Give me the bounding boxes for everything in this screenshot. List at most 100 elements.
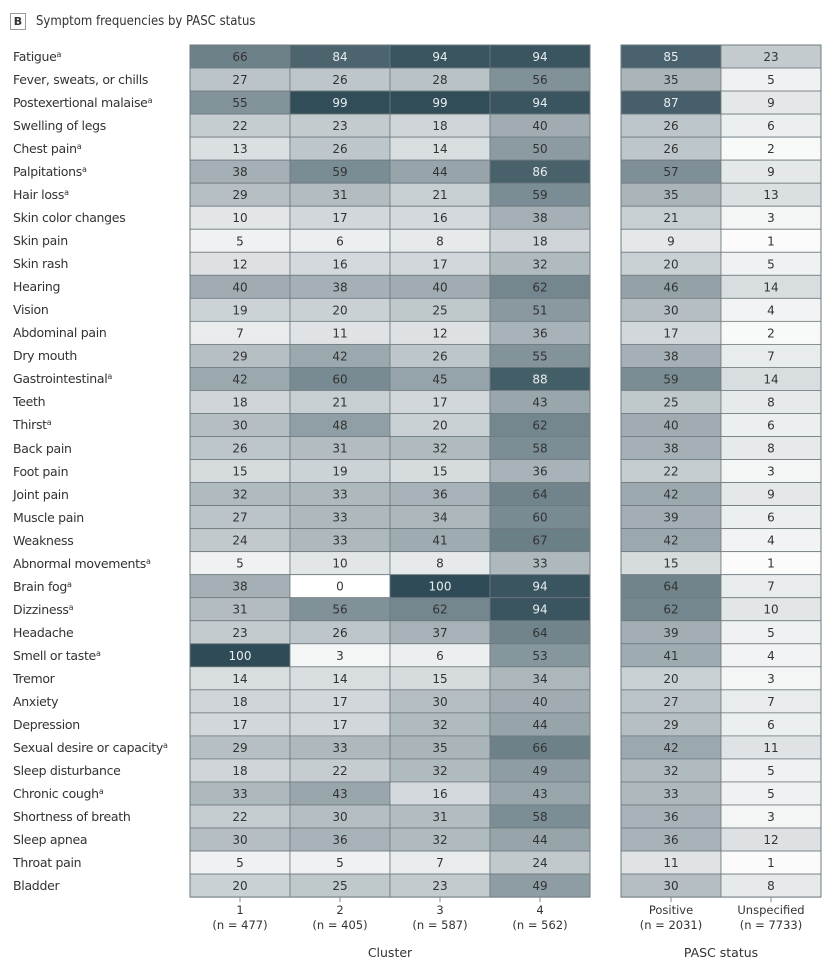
cell-value: 5 bbox=[336, 856, 344, 870]
footnote-marker: a bbox=[56, 50, 62, 59]
cell-value: 67 bbox=[532, 534, 547, 548]
cell-value: 29 bbox=[232, 741, 247, 755]
cell-value: 17 bbox=[232, 718, 247, 732]
cell-value: 5 bbox=[767, 787, 775, 801]
cell-value: 56 bbox=[532, 73, 547, 87]
cell-value: 100 bbox=[429, 580, 452, 594]
cell-value: 5 bbox=[767, 257, 775, 271]
cell-value: 6 bbox=[767, 119, 775, 133]
cell-value: 35 bbox=[432, 741, 447, 755]
x-axis-title: Cluster bbox=[368, 945, 413, 960]
cell-value: 8 bbox=[767, 442, 775, 456]
footnote-marker: a bbox=[107, 372, 113, 382]
cell-value: 94 bbox=[532, 96, 547, 110]
cell-value: 33 bbox=[232, 787, 247, 801]
cell-value: 33 bbox=[332, 741, 347, 755]
cell-value: 27 bbox=[663, 695, 678, 709]
cell-value: 44 bbox=[532, 833, 547, 847]
cell-value: 42 bbox=[663, 741, 678, 755]
footnote-marker: a bbox=[46, 418, 52, 428]
cell-value: 17 bbox=[332, 695, 347, 709]
row-label: Skin pain bbox=[13, 233, 68, 249]
cell-value: 36 bbox=[532, 465, 547, 479]
x-tick-n: (n = 405) bbox=[312, 918, 367, 932]
cell-value: 62 bbox=[532, 280, 547, 294]
cell-value: 43 bbox=[332, 787, 347, 801]
footnote-marker: a bbox=[95, 648, 101, 658]
cell-value: 5 bbox=[236, 856, 244, 870]
cell-value: 44 bbox=[532, 718, 547, 732]
cell-value: 29 bbox=[232, 188, 247, 202]
cell-value: 14 bbox=[332, 672, 347, 686]
chart-title: Symptom frequencies by PASC status bbox=[36, 13, 256, 29]
row-label: Sleep disturbance bbox=[13, 762, 121, 778]
cell-value: 26 bbox=[663, 119, 678, 133]
cell-value: 34 bbox=[432, 511, 447, 525]
row-label: Chest paina bbox=[13, 141, 82, 157]
cell-value: 38 bbox=[663, 349, 678, 363]
cell-value: 94 bbox=[432, 50, 447, 64]
cell-value: 62 bbox=[532, 418, 547, 432]
cell-value: 26 bbox=[332, 73, 347, 87]
cell-value: 32 bbox=[663, 764, 678, 778]
cell-value: 32 bbox=[432, 718, 447, 732]
cell-value: 31 bbox=[232, 603, 247, 617]
cell-value: 31 bbox=[332, 442, 347, 456]
cell-value: 43 bbox=[532, 787, 547, 801]
cell-value: 4 bbox=[767, 534, 775, 548]
cell-value: 35 bbox=[663, 73, 678, 87]
cell-value: 17 bbox=[332, 211, 347, 225]
cell-value: 62 bbox=[432, 603, 447, 617]
cell-value: 32 bbox=[232, 488, 247, 502]
cell-value: 36 bbox=[663, 810, 678, 824]
cell-value: 11 bbox=[663, 856, 678, 870]
cell-value: 21 bbox=[332, 395, 347, 409]
cell-value: 16 bbox=[332, 257, 347, 271]
row-label: Thirsta bbox=[13, 417, 52, 433]
cell-value: 18 bbox=[532, 234, 547, 248]
cell-value: 27 bbox=[232, 73, 247, 87]
row-label: Chronic cougha bbox=[13, 785, 104, 801]
cell-value: 64 bbox=[532, 626, 547, 640]
cell-value: 42 bbox=[332, 349, 347, 363]
cell-value: 51 bbox=[532, 303, 547, 317]
cell-value: 15 bbox=[232, 465, 247, 479]
cell-value: 41 bbox=[432, 534, 447, 548]
cell-value: 9 bbox=[767, 488, 775, 502]
cell-value: 3 bbox=[767, 211, 775, 225]
cell-value: 41 bbox=[663, 649, 678, 663]
cell-value: 4 bbox=[767, 649, 775, 663]
cell-value: 15 bbox=[432, 465, 447, 479]
cell-value: 22 bbox=[232, 810, 247, 824]
cell-value: 32 bbox=[432, 764, 447, 778]
cell-value: 26 bbox=[432, 349, 447, 363]
row-label: Weakness bbox=[13, 532, 74, 548]
cell-value: 60 bbox=[532, 511, 547, 525]
row-label: Smell or tastea bbox=[13, 647, 101, 663]
grid-border bbox=[620, 44, 822, 898]
row-label: Bladder bbox=[13, 878, 60, 894]
cell-value: 28 bbox=[432, 73, 447, 87]
cell-value: 19 bbox=[232, 303, 247, 317]
cell-value: 50 bbox=[532, 142, 547, 156]
row-label: Headache bbox=[13, 624, 74, 640]
x-tick-n: (n = 477) bbox=[212, 918, 267, 932]
cell-value: 18 bbox=[432, 119, 447, 133]
cell-value: 36 bbox=[663, 833, 678, 847]
cell-value: 59 bbox=[532, 188, 547, 202]
cell-value: 66 bbox=[532, 741, 547, 755]
row-label: Back pain bbox=[13, 440, 72, 456]
footnote-marker: a bbox=[64, 188, 69, 198]
cell-value: 26 bbox=[332, 142, 347, 156]
cell-value: 33 bbox=[532, 557, 547, 571]
cell-value: 13 bbox=[232, 142, 247, 156]
footnote-marker: a bbox=[76, 142, 82, 152]
cell-value: 8 bbox=[436, 557, 444, 571]
cell-value: 62 bbox=[663, 603, 678, 617]
cell-value: 34 bbox=[532, 672, 547, 686]
row-label: Abnormal movementsa bbox=[13, 555, 151, 571]
cell-value: 6 bbox=[336, 234, 344, 248]
cell-value: 21 bbox=[663, 211, 678, 225]
x-tick-n: (n = 562) bbox=[512, 918, 567, 932]
cell-value: 38 bbox=[232, 580, 247, 594]
